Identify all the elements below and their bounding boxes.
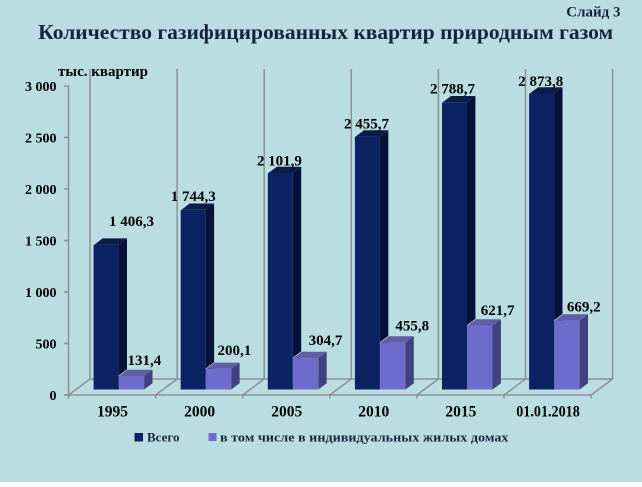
svg-text:2 000: 2 000 [25,183,57,198]
svg-text:1 744,3: 1 744,3 [171,189,216,205]
svg-text:2010: 2010 [358,403,389,420]
svg-text:200,1: 200,1 [218,343,252,359]
svg-text:тыс. квартир: тыс. квартир [58,64,148,80]
svg-text:Количество газифицированных кв: Количество газифицированных квартир прир… [38,20,613,44]
svg-text:2 455,7: 2 455,7 [344,116,390,132]
svg-text:2015: 2015 [445,403,476,420]
svg-text:2 101,9: 2 101,9 [257,154,302,170]
svg-text:304,7: 304,7 [309,333,343,349]
svg-text:1995: 1995 [97,403,128,420]
svg-text:2005: 2005 [271,403,302,420]
svg-text:2 500: 2 500 [25,131,57,146]
svg-text:2 873,8: 2 873,8 [518,74,563,90]
svg-text:1 000: 1 000 [25,286,57,301]
svg-text:Всего: Всего [147,430,179,445]
svg-text:2000: 2000 [184,403,215,420]
svg-text:Слайд 3: Слайд 3 [566,5,620,21]
svg-text:01.01.2018: 01.01.2018 [516,403,580,420]
svg-text:500: 500 [36,337,57,352]
svg-text:1 406,3: 1 406,3 [109,214,154,230]
svg-text:2 788,7: 2 788,7 [430,82,476,98]
svg-text:131,4: 131,4 [128,353,162,369]
svg-text:669,2: 669,2 [567,300,601,316]
svg-text:621,7: 621,7 [481,303,515,319]
svg-text:1 500: 1 500 [25,234,57,249]
svg-text:0: 0 [50,389,57,404]
svg-text:3 000: 3 000 [25,80,57,95]
svg-text:в том числе в индивидуальных ж: в том числе в индивидуальных жилых домах [220,430,509,445]
svg-text:455,8: 455,8 [395,319,429,335]
